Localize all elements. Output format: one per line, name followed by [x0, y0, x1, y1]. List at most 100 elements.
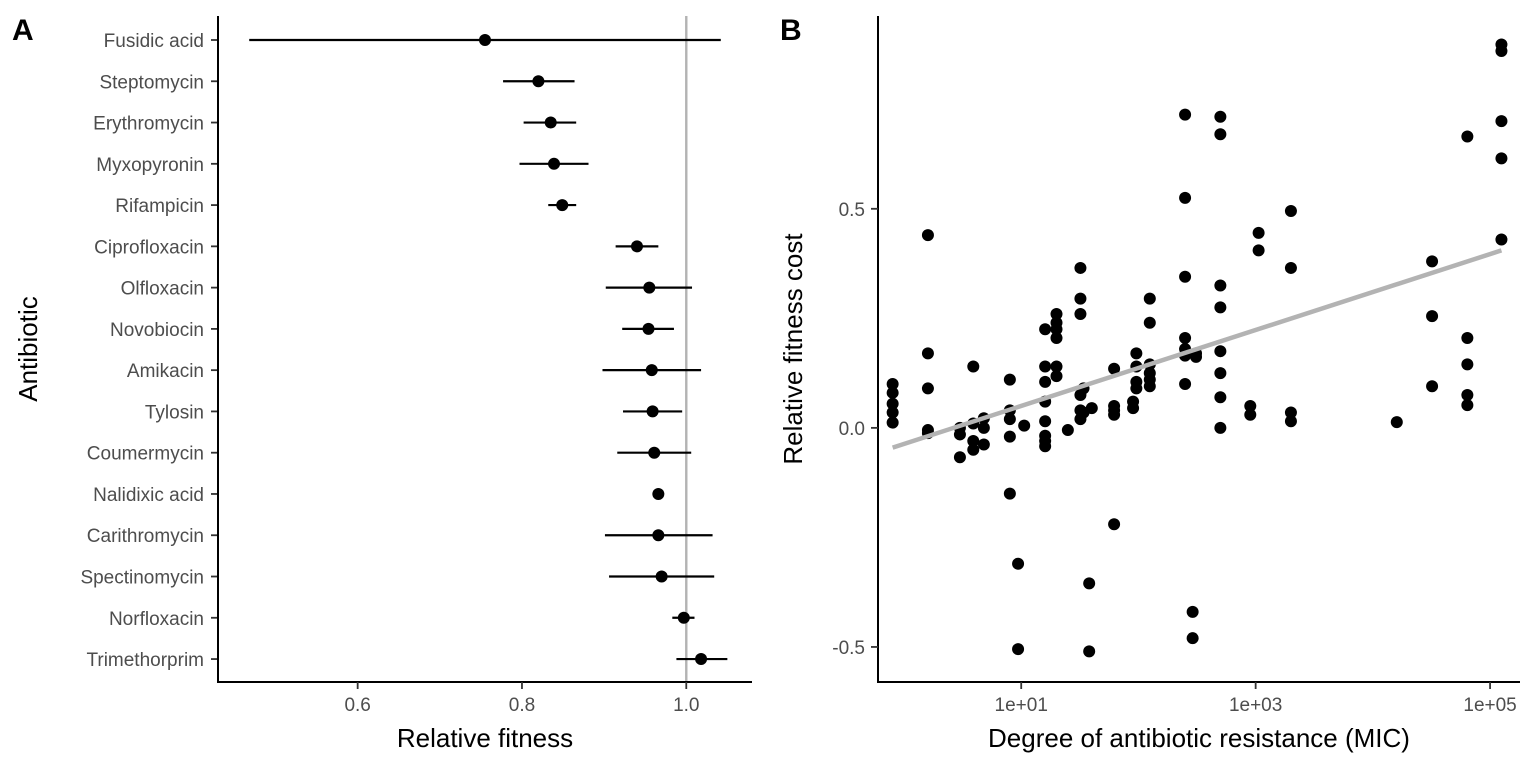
data-point [1050, 332, 1063, 345]
data-point [1074, 292, 1087, 305]
data-point [1426, 310, 1439, 323]
estimate-point [544, 116, 557, 129]
forest-row: Olfloxacin [121, 279, 693, 300]
estimate-point [652, 487, 665, 500]
data-point [1284, 406, 1297, 419]
data-point [1284, 415, 1297, 428]
estimate-point [677, 611, 690, 624]
panel-a-forest-plot: A Fusidic acid Steptomycin Erythromycin Myx… [12, 14, 752, 753]
data-point [1074, 261, 1087, 274]
data-point [1461, 399, 1474, 412]
data-point [1108, 362, 1121, 375]
data-point [886, 378, 899, 391]
data-point [1461, 389, 1474, 402]
forest-row: Amikacin [127, 361, 702, 382]
data-point [1179, 378, 1192, 391]
data-point [1018, 419, 1031, 432]
data-point [1461, 130, 1474, 143]
data-point [1214, 110, 1227, 123]
data-point [1085, 402, 1098, 415]
data-point [967, 360, 980, 373]
antibiotic-label: Carithromycin [87, 526, 204, 547]
estimate-point [655, 570, 668, 583]
estimate-point [646, 405, 659, 418]
forest-row: Ciprofloxacin [94, 237, 659, 258]
forest-row: Novobiocin [110, 320, 674, 341]
panel-a-x-axis-title: Relative fitness [397, 723, 573, 753]
y-tick-label: -0.5 [832, 638, 865, 659]
data-point [921, 382, 934, 395]
panel-b-y-axis-title: Relative fitness cost [778, 233, 808, 465]
data-point [1179, 191, 1192, 204]
data-point [1039, 323, 1052, 336]
data-point [1130, 347, 1143, 360]
antibiotic-label: Coumermycin [87, 444, 204, 465]
forest-row: Tylosin [145, 402, 683, 423]
estimate-point [652, 529, 665, 542]
estimate-point [643, 281, 656, 294]
forest-row: Carithromycin [87, 526, 713, 547]
x-tick-label: 1e+01 [995, 695, 1048, 716]
data-point [1083, 577, 1096, 590]
antibiotic-label: Olfloxacin [121, 279, 204, 300]
data-point [1461, 332, 1474, 345]
data-point [1012, 557, 1025, 570]
data-point [1214, 279, 1227, 292]
panel-b-y-ticks: -0.5 0.0 0.5 [832, 200, 878, 659]
panel-b-label: B [780, 14, 802, 47]
data-point [953, 451, 966, 464]
data-point [1050, 307, 1063, 320]
data-point [1186, 605, 1199, 618]
forest-row: Fusidic acid [104, 31, 721, 52]
data-point [1061, 424, 1074, 437]
panel-b-trend-line [891, 248, 1503, 450]
data-point [1461, 358, 1474, 371]
data-point [1143, 380, 1156, 393]
data-point [1039, 375, 1052, 388]
data-point [886, 386, 899, 399]
data-point [1244, 399, 1257, 412]
forest-row: Myxopyronin [96, 155, 589, 176]
estimate-point [642, 322, 655, 335]
forest-row: Coumermycin [87, 444, 692, 465]
data-point [967, 443, 980, 456]
panel-b-scatter-plot: B 1e+01 1e+03 1e+05 -0.5 0.0 0.5 Degree of a… [778, 14, 1520, 753]
data-point [1284, 261, 1297, 274]
estimate-point [532, 75, 545, 88]
forest-row: Rifampicin [115, 196, 577, 217]
data-point [1179, 270, 1192, 283]
antibiotic-label: Novobiocin [110, 320, 204, 341]
panel-b-x-axis-title: Degree of antibiotic resistance (MIC) [988, 723, 1410, 753]
estimate-point [479, 34, 491, 46]
data-point [1039, 360, 1052, 373]
data-point [967, 435, 980, 448]
antibiotic-label: Rifampicin [115, 196, 204, 217]
data-point [921, 347, 934, 360]
panel-a-y-axis-title: Antibiotic [13, 296, 43, 402]
antibiotic-label: Ciprofloxacin [94, 237, 204, 258]
antibiotic-label: Tylosin [145, 402, 204, 423]
data-point [1186, 632, 1199, 645]
data-point [1252, 226, 1265, 239]
antibiotic-label: Amikacin [127, 361, 204, 382]
forest-row: Steptomycin [99, 72, 575, 93]
data-point [1390, 416, 1403, 429]
data-point [1003, 430, 1016, 443]
x-tick-label: 0.6 [344, 695, 370, 716]
data-point [1252, 244, 1265, 257]
data-point [1495, 233, 1508, 246]
x-tick-label: 1e+05 [1463, 695, 1516, 716]
x-tick-label: 1.0 [673, 695, 699, 716]
data-point [1214, 367, 1227, 380]
data-point [1108, 408, 1121, 421]
data-point [1214, 345, 1227, 358]
data-point [1127, 402, 1140, 415]
antibiotic-label: Erythromycin [93, 114, 204, 135]
y-tick-label: 0.0 [839, 419, 865, 440]
data-point [1050, 360, 1063, 373]
data-point [953, 428, 966, 441]
data-point [1074, 307, 1087, 320]
data-point [1244, 408, 1257, 421]
data-point [1003, 413, 1016, 426]
